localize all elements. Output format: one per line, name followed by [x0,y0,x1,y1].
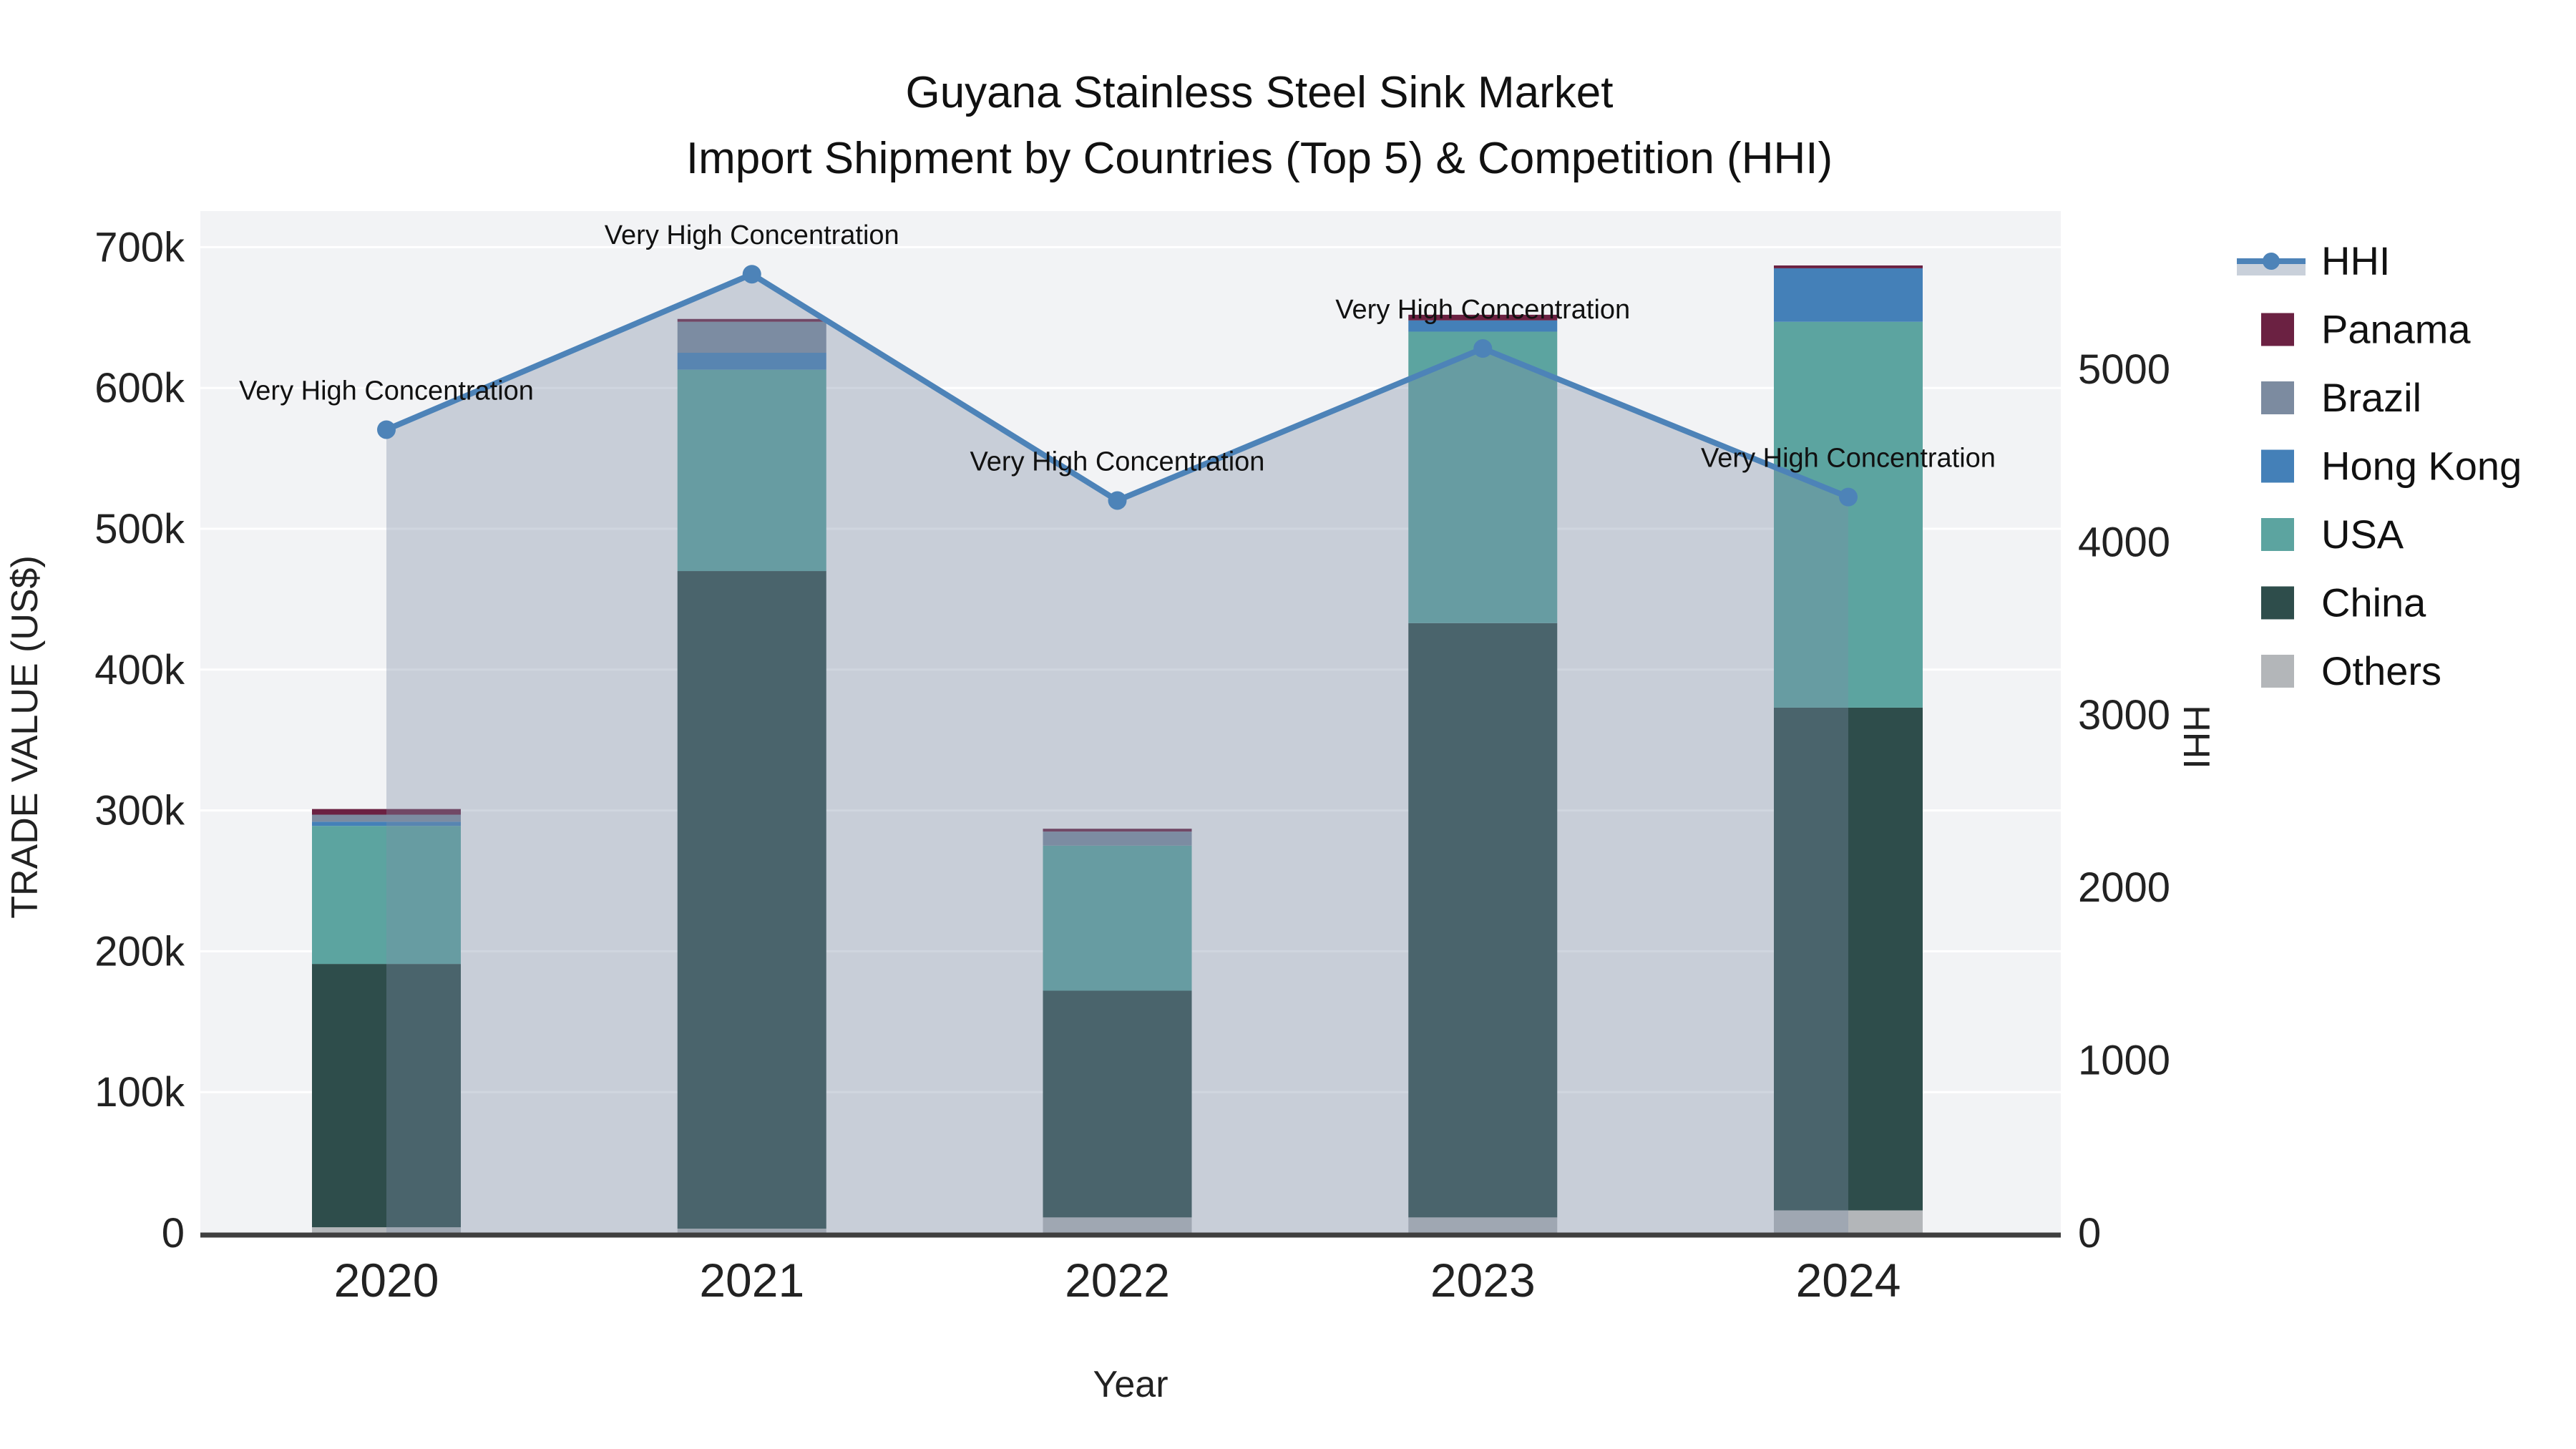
hhi-legend-marker [2263,253,2280,270]
bar-segment-panama-2023[interactable] [1408,314,1558,321]
hhi-markers [377,265,1858,510]
bar-segment-brazil-2020[interactable] [312,814,461,822]
bar-segment-panama-2020[interactable] [312,809,461,815]
x-axis-ticks: 2020 2021 2022 2023 2024 [334,1254,1901,1307]
y-axis-right-title: HHI [2175,705,2217,769]
legend-swatch-others [2261,655,2294,688]
bar-segment-china-2024[interactable] [1774,707,1923,1211]
y-axis-left-ticks: 0 100k 200k 300k 400k 500k 600k 700k [94,224,185,1257]
y-right-tick-4000: 4000 [2078,519,2170,565]
bar-segment-hong-kong-2020[interactable] [312,821,461,826]
legend-item-hong-kong[interactable]: Hong Kong [2261,444,2522,489]
bar-segment-panama-2024[interactable] [1774,265,1923,268]
y-left-tick-600k: 600k [94,365,185,411]
y-right-tick-0: 0 [2078,1210,2101,1257]
legend-label-usa: USA [2321,512,2404,557]
annotation-2020: Very High Concentration [239,376,534,406]
hhi-area-fill [386,274,1848,1234]
bar-segment-china-2020[interactable] [312,964,461,1228]
legend-label-others: Others [2321,648,2441,693]
chart-title-line1: Guyana Stainless Steel Sink Market [905,68,1613,117]
y-left-tick-700k: 700k [94,224,185,270]
legend-label-panama: Panama [2321,307,2471,352]
legend-label-hhi: HHI [2321,238,2390,283]
annotation-2024: Very High Concentration [1701,444,1996,474]
bar-segment-china-2021[interactable] [677,571,826,1229]
x-tick-2022: 2022 [1065,1254,1170,1307]
legend-swatch-china [2261,586,2294,620]
y-axis-left-title: TRADE VALUE (US$) [4,555,46,919]
bar-segment-usa-2020[interactable] [312,826,461,965]
y-right-tick-3000: 3000 [2078,692,2170,738]
x-tick-2024: 2024 [1796,1254,1901,1307]
chart-title-line2: Import Shipment by Countries (Top 5) & C… [686,134,1833,183]
y-left-tick-200k: 200k [94,928,185,975]
legend-swatch-usa [2261,518,2294,551]
bar-segment-brazil-2022[interactable] [1043,831,1192,846]
bar-segment-hong-kong-2024[interactable] [1774,268,1923,322]
annotation-2021: Very High Concentration [605,220,899,250]
legend: HHI Panama Brazil Hong Kong USA China Others [2237,238,2522,693]
bar-segment-others-2020[interactable] [312,1227,461,1233]
y-axis-right-ticks: 0 1000 2000 3000 4000 5000 [2078,346,2170,1257]
legend-label-brazil: Brazil [2321,375,2421,420]
hhi-marker-2021[interactable] [742,265,761,284]
stacked-bars [312,265,1923,1233]
y-right-tick-1000: 1000 [2078,1038,2170,1084]
y-left-tick-300k: 300k [94,788,185,834]
bar-segment-usa-2022[interactable] [1043,845,1192,991]
legend-label-hong-kong: Hong Kong [2321,444,2522,489]
y-left-tick-500k: 500k [94,506,185,552]
annotation-2023: Very High Concentration [1335,295,1630,325]
legend-swatch-panama [2261,313,2294,346]
bar-segment-panama-2022[interactable] [1043,829,1192,832]
y-left-tick-400k: 400k [94,647,185,693]
bar-segment-brazil-2021[interactable] [677,321,826,353]
bar-segment-usa-2024[interactable] [1774,321,1923,708]
bar-segment-panama-2021[interactable] [677,318,826,322]
legend-item-others[interactable]: Others [2261,648,2441,693]
y-right-tick-5000: 5000 [2078,346,2170,393]
y-left-tick-100k: 100k [94,1069,185,1116]
bar-segment-others-2024[interactable] [1774,1210,1923,1233]
bar-segment-hong-kong-2021[interactable] [677,353,826,370]
legend-item-brazil[interactable]: Brazil [2261,375,2421,420]
hhi-marker-2020[interactable] [377,420,396,439]
bar-segment-china-2023[interactable] [1408,623,1558,1218]
bar-segment-usa-2021[interactable] [677,369,826,572]
legend-item-hhi[interactable]: HHI [2237,238,2390,283]
x-tick-2020: 2020 [334,1254,439,1307]
hhi-marker-2022[interactable] [1108,491,1127,510]
hhi-marker-2024[interactable] [1839,487,1858,507]
legend-item-usa[interactable]: USA [2261,512,2404,557]
legend-label-china: China [2321,580,2426,625]
annotations: Very High Concentration Very High Concent… [239,220,1996,477]
legend-item-china[interactable]: China [2261,580,2426,625]
bar-segment-others-2023[interactable] [1408,1217,1558,1233]
bar-segment-others-2021[interactable] [677,1229,826,1233]
y-left-tick-0: 0 [162,1210,185,1257]
annotation-2022: Very High Concentration [970,447,1265,477]
legend-swatch-brazil [2261,381,2294,414]
bar-segment-china-2022[interactable] [1043,990,1192,1218]
legend-swatch-hong-kong [2261,449,2294,483]
hhi-marker-2023[interactable] [1473,339,1493,358]
x-axis-title: Year [1093,1364,1168,1405]
bar-segment-usa-2023[interactable] [1408,331,1558,623]
x-tick-2023: 2023 [1430,1254,1536,1307]
legend-item-panama[interactable]: Panama [2261,307,2471,352]
y-right-tick-2000: 2000 [2078,864,2170,911]
bar-segment-others-2022[interactable] [1043,1217,1192,1233]
bar-segment-hong-kong-2023[interactable] [1408,320,1558,332]
x-tick-2021: 2021 [699,1254,804,1307]
